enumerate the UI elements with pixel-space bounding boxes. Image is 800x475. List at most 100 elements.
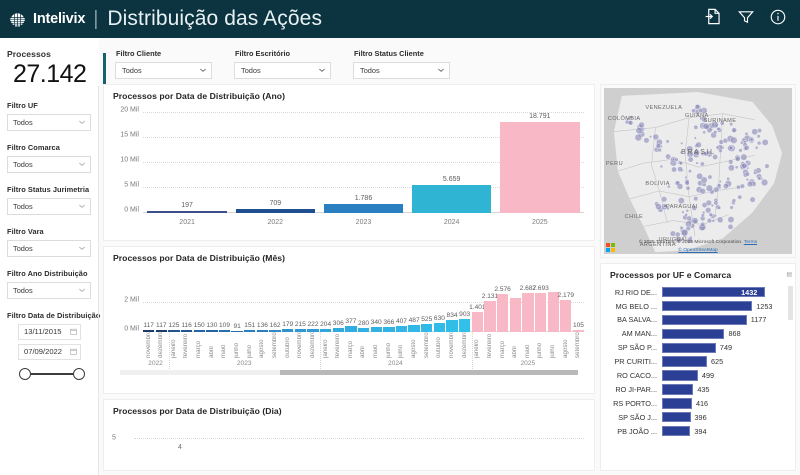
map-canvas[interactable]: BRASIL VENEZUELA GUIANA SURINAME COLÔMBIA PE… <box>604 88 792 254</box>
filter-escritorio-dropdown[interactable]: Todos <box>234 62 331 79</box>
uf-bar[interactable] <box>662 384 694 395</box>
uf-bar-row[interactable]: AM MAN... 868 <box>605 328 785 340</box>
uf-bar-row[interactable]: MG BELO ... 1253 <box>605 300 785 312</box>
uf-bar-row[interactable]: PR CURITI... 625 <box>605 355 785 367</box>
bar-group[interactable]: 903 <box>459 291 471 332</box>
bar-group[interactable]: 630 <box>433 291 446 332</box>
bar[interactable] <box>421 324 433 332</box>
bar-group[interactable] <box>547 291 559 332</box>
bar-group[interactable]: 2.179 <box>558 291 574 332</box>
bar[interactable] <box>370 327 382 332</box>
bar[interactable] <box>244 329 256 332</box>
bar[interactable] <box>231 330 243 332</box>
bar[interactable] <box>572 330 585 332</box>
bar[interactable] <box>408 324 420 332</box>
bar[interactable] <box>395 326 408 332</box>
bar-group[interactable] <box>509 291 521 332</box>
uf-bar[interactable] <box>662 314 747 326</box>
bar-group[interactable]: 162 <box>269 291 281 332</box>
bar-group[interactable]: 340 <box>370 291 382 332</box>
bar[interactable] <box>235 209 315 213</box>
bar-group[interactable]: 150 <box>193 291 205 332</box>
bar-group[interactable]: 151 <box>244 291 256 332</box>
bar-group[interactable]: 117 <box>155 291 167 332</box>
bar[interactable] <box>509 298 521 332</box>
bar[interactable] <box>256 330 269 332</box>
bar[interactable] <box>411 184 492 213</box>
bar-group[interactable]: 204 <box>319 291 332 332</box>
uf-bar-row[interactable]: RO JI-PAR... 435 <box>605 383 785 395</box>
bar[interactable] <box>269 329 281 332</box>
bar[interactable] <box>143 330 155 332</box>
bar[interactable] <box>547 292 559 332</box>
bar[interactable] <box>500 122 580 213</box>
slider-handle-start[interactable] <box>19 367 31 380</box>
uf-bar[interactable] <box>662 286 766 298</box>
bar[interactable] <box>323 204 404 213</box>
bar-group[interactable]: 709 <box>235 113 315 213</box>
date-range-slider[interactable] <box>19 366 85 381</box>
uf-bar-row[interactable]: SP SÃO J... 396 <box>605 411 785 423</box>
filter-status-jurimetria-dropdown[interactable]: Todos <box>7 197 91 215</box>
bar-group[interactable]: 116 <box>180 291 193 332</box>
filter-ano-distribuicao-dropdown[interactable]: Todos <box>7 281 91 299</box>
day-chart-plot[interactable]: 5 4 <box>112 422 586 470</box>
bar-group[interactable]: 525 <box>421 291 433 332</box>
uf-bar-row[interactable]: BA SALVA... 1177 <box>605 314 785 326</box>
uf-bar-row[interactable]: RJ RIO DE... 1432 <box>605 286 785 298</box>
bar[interactable] <box>383 326 395 332</box>
uf-bar[interactable] <box>662 411 691 423</box>
bar-group[interactable]: 2.131 <box>482 291 498 332</box>
openstreetmap-link[interactable]: © OpenStreetMap <box>678 247 718 253</box>
bar-group[interactable]: 280 <box>357 291 370 332</box>
bar-group[interactable]: 407 <box>395 291 408 332</box>
bar[interactable] <box>206 330 218 332</box>
bar-group[interactable]: 834 <box>446 291 458 332</box>
bar[interactable] <box>168 330 180 332</box>
month-scrollbar[interactable] <box>120 370 578 375</box>
uf-bar[interactable] <box>662 356 707 367</box>
filter-comarca-dropdown[interactable]: Todos <box>7 155 91 173</box>
bar[interactable] <box>307 328 319 332</box>
uf-bar-row[interactable]: SP SÃO P... 749 <box>605 342 785 354</box>
uf-scrollbar[interactable] <box>788 286 793 320</box>
bar-group[interactable]: 130 <box>206 291 218 332</box>
uf-bar[interactable] <box>662 300 753 312</box>
bar[interactable] <box>496 294 509 332</box>
bar[interactable] <box>193 329 205 332</box>
bar[interactable] <box>294 328 307 332</box>
filter-cliente-dropdown[interactable]: Todos <box>115 62 212 79</box>
bar-group[interactable]: 1.786 <box>323 113 404 213</box>
bar[interactable] <box>282 329 294 332</box>
map-panel[interactable]: BRASIL VENEZUELA GUIANA SURINAME COLÔMBIA PE… <box>600 84 796 258</box>
bar[interactable] <box>471 311 483 332</box>
bar[interactable] <box>319 329 332 332</box>
uf-bar-row[interactable]: PB JOÃO ... 394 <box>605 425 785 437</box>
more-options-icon[interactable]: ▤ <box>786 272 792 278</box>
bar-group[interactable]: 179 <box>282 291 294 332</box>
bar-group[interactable]: 222 <box>307 291 319 332</box>
bar-group[interactable]: 487 <box>408 291 420 332</box>
bar-group[interactable]: 377 <box>345 291 357 332</box>
terms-link[interactable]: Terms <box>743 240 758 245</box>
bar-group[interactable]: 366 <box>383 291 395 332</box>
uf-bar[interactable] <box>662 342 716 353</box>
date-end-input[interactable]: 07/09/2022 <box>18 343 81 360</box>
slider-handle-end[interactable] <box>73 367 85 380</box>
bar[interactable] <box>332 327 344 332</box>
bar-group[interactable]: 306 <box>332 291 344 332</box>
bar-group[interactable]: 1.401 <box>469 291 486 332</box>
uf-bar-row[interactable]: RO CACO... 499 <box>605 369 785 381</box>
bar-group[interactable]: 2.693 <box>532 285 549 332</box>
bar-group[interactable]: 2.687 <box>520 285 536 332</box>
uf-bar[interactable] <box>662 370 698 381</box>
bar-group[interactable]: 136 <box>256 291 269 332</box>
date-start-input[interactable]: 13/11/2015 <box>18 323 81 340</box>
uf-bar[interactable] <box>662 398 692 409</box>
bar-group[interactable]: 2.576 <box>494 286 511 332</box>
bar-group[interactable]: 18.791 <box>500 113 580 213</box>
uf-bar[interactable] <box>662 425 691 437</box>
bar-group[interactable]: 109 <box>218 291 231 332</box>
bar[interactable] <box>560 300 572 332</box>
bar[interactable] <box>180 330 193 332</box>
